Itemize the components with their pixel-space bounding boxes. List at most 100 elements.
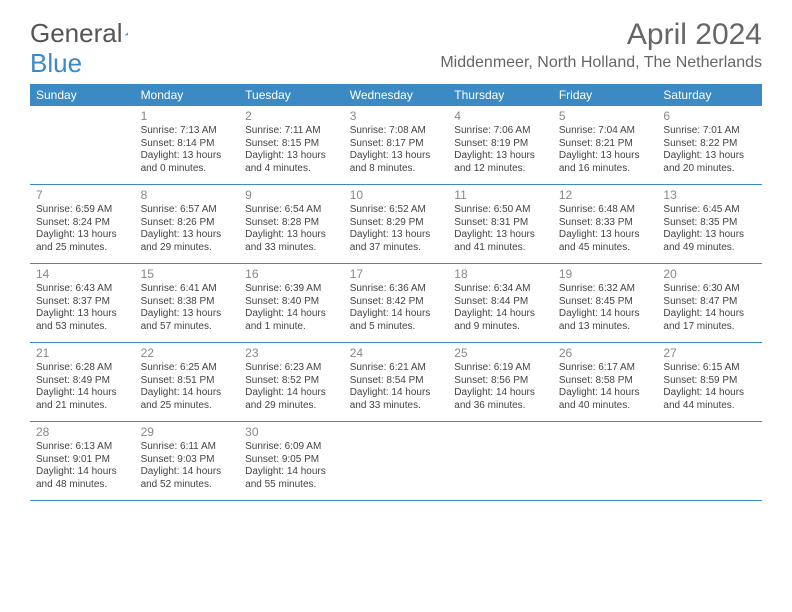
- calendar-cell: [30, 106, 135, 184]
- day-number: 22: [141, 346, 234, 360]
- calendar-cell: [553, 422, 658, 500]
- cell-daylight1: Daylight: 14 hours: [663, 387, 756, 400]
- cell-sunset: Sunset: 8:37 PM: [36, 296, 129, 309]
- cell-daylight2: and 4 minutes.: [245, 163, 338, 176]
- cell-sunrise: Sunrise: 6:25 AM: [141, 362, 234, 375]
- cell-daylight2: and 29 minutes.: [141, 242, 234, 255]
- cell-daylight1: Daylight: 13 hours: [141, 308, 234, 321]
- calendar-week: 14Sunrise: 6:43 AMSunset: 8:37 PMDayligh…: [30, 264, 762, 343]
- calendar-cell: 12Sunrise: 6:48 AMSunset: 8:33 PMDayligh…: [553, 185, 658, 263]
- cell-daylight2: and 5 minutes.: [350, 321, 443, 334]
- day-number: 17: [350, 267, 443, 281]
- cell-daylight2: and 12 minutes.: [454, 163, 547, 176]
- calendar-cell: 8Sunrise: 6:57 AMSunset: 8:26 PMDaylight…: [135, 185, 240, 263]
- cell-daylight1: Daylight: 13 hours: [350, 150, 443, 163]
- cell-sunset: Sunset: 8:29 PM: [350, 217, 443, 230]
- day-header: Sunday: [30, 84, 135, 106]
- cell-sunset: Sunset: 8:17 PM: [350, 138, 443, 151]
- calendar-week: 7Sunrise: 6:59 AMSunset: 8:24 PMDaylight…: [30, 185, 762, 264]
- cell-daylight2: and 48 minutes.: [36, 479, 129, 492]
- calendar-cell: 14Sunrise: 6:43 AMSunset: 8:37 PMDayligh…: [30, 264, 135, 342]
- cell-sunrise: Sunrise: 6:32 AM: [559, 283, 652, 296]
- cell-daylight1: Daylight: 13 hours: [245, 229, 338, 242]
- cell-sunset: Sunset: 8:47 PM: [663, 296, 756, 309]
- cell-daylight1: Daylight: 13 hours: [141, 150, 234, 163]
- cell-daylight2: and 20 minutes.: [663, 163, 756, 176]
- calendar-cell: 11Sunrise: 6:50 AMSunset: 8:31 PMDayligh…: [448, 185, 553, 263]
- cell-sunrise: Sunrise: 7:13 AM: [141, 125, 234, 138]
- cell-sunset: Sunset: 8:31 PM: [454, 217, 547, 230]
- cell-sunrise: Sunrise: 6:15 AM: [663, 362, 756, 375]
- day-number: 21: [36, 346, 129, 360]
- title-block: April 2024 Middenmeer, North Holland, Th…: [440, 18, 762, 72]
- calendar-cell: 26Sunrise: 6:17 AMSunset: 8:58 PMDayligh…: [553, 343, 658, 421]
- day-number: 27: [663, 346, 756, 360]
- cell-sunset: Sunset: 9:03 PM: [141, 454, 234, 467]
- cell-daylight2: and 49 minutes.: [663, 242, 756, 255]
- cell-daylight2: and 33 minutes.: [245, 242, 338, 255]
- cell-sunset: Sunset: 8:21 PM: [559, 138, 652, 151]
- cell-sunrise: Sunrise: 6:09 AM: [245, 441, 338, 454]
- cell-daylight1: Daylight: 13 hours: [141, 229, 234, 242]
- cell-sunrise: Sunrise: 6:34 AM: [454, 283, 547, 296]
- day-header: Monday: [135, 84, 240, 106]
- cell-sunrise: Sunrise: 7:01 AM: [663, 125, 756, 138]
- cell-sunrise: Sunrise: 7:04 AM: [559, 125, 652, 138]
- calendar-cell: [657, 422, 762, 500]
- cell-sunrise: Sunrise: 7:08 AM: [350, 125, 443, 138]
- cell-daylight2: and 0 minutes.: [141, 163, 234, 176]
- cell-daylight1: Daylight: 14 hours: [454, 387, 547, 400]
- calendar-week: 28Sunrise: 6:13 AMSunset: 9:01 PMDayligh…: [30, 422, 762, 501]
- cell-daylight2: and 8 minutes.: [350, 163, 443, 176]
- calendar-cell: 27Sunrise: 6:15 AMSunset: 8:59 PMDayligh…: [657, 343, 762, 421]
- cell-daylight2: and 45 minutes.: [559, 242, 652, 255]
- cell-sunrise: Sunrise: 6:57 AM: [141, 204, 234, 217]
- day-number: 25: [454, 346, 547, 360]
- cell-sunset: Sunset: 8:28 PM: [245, 217, 338, 230]
- cell-daylight1: Daylight: 14 hours: [350, 387, 443, 400]
- calendar-cell: 17Sunrise: 6:36 AMSunset: 8:42 PMDayligh…: [344, 264, 449, 342]
- day-number: 6: [663, 109, 756, 123]
- cell-daylight2: and 29 minutes.: [245, 400, 338, 413]
- day-number: 12: [559, 188, 652, 202]
- cell-sunset: Sunset: 8:35 PM: [663, 217, 756, 230]
- cell-sunset: Sunset: 8:58 PM: [559, 375, 652, 388]
- cell-daylight2: and 37 minutes.: [350, 242, 443, 255]
- cell-sunrise: Sunrise: 6:17 AM: [559, 362, 652, 375]
- day-number: 28: [36, 425, 129, 439]
- cell-sunset: Sunset: 8:54 PM: [350, 375, 443, 388]
- cell-sunset: Sunset: 9:05 PM: [245, 454, 338, 467]
- cell-daylight1: Daylight: 14 hours: [245, 308, 338, 321]
- calendar-cell: 3Sunrise: 7:08 AMSunset: 8:17 PMDaylight…: [344, 106, 449, 184]
- logo-sail-icon: [125, 24, 129, 44]
- cell-daylight1: Daylight: 14 hours: [245, 466, 338, 479]
- calendar-cell: [448, 422, 553, 500]
- cell-sunset: Sunset: 9:01 PM: [36, 454, 129, 467]
- cell-sunset: Sunset: 8:40 PM: [245, 296, 338, 309]
- weeks-container: 1Sunrise: 7:13 AMSunset: 8:14 PMDaylight…: [30, 106, 762, 501]
- day-number: 20: [663, 267, 756, 281]
- page-header: General April 2024 Middenmeer, North Hol…: [0, 0, 792, 76]
- day-header: Saturday: [657, 84, 762, 106]
- cell-daylight2: and 36 minutes.: [454, 400, 547, 413]
- cell-daylight2: and 1 minute.: [245, 321, 338, 334]
- calendar-cell: 16Sunrise: 6:39 AMSunset: 8:40 PMDayligh…: [239, 264, 344, 342]
- cell-sunrise: Sunrise: 6:48 AM: [559, 204, 652, 217]
- calendar-cell: 19Sunrise: 6:32 AMSunset: 8:45 PMDayligh…: [553, 264, 658, 342]
- cell-sunset: Sunset: 8:52 PM: [245, 375, 338, 388]
- day-number: 8: [141, 188, 234, 202]
- cell-sunset: Sunset: 8:14 PM: [141, 138, 234, 151]
- day-number: 4: [454, 109, 547, 123]
- calendar-cell: [344, 422, 449, 500]
- cell-sunset: Sunset: 8:33 PM: [559, 217, 652, 230]
- cell-sunset: Sunset: 8:24 PM: [36, 217, 129, 230]
- cell-sunset: Sunset: 8:22 PM: [663, 138, 756, 151]
- cell-daylight1: Daylight: 14 hours: [663, 308, 756, 321]
- cell-daylight1: Daylight: 14 hours: [559, 387, 652, 400]
- cell-daylight1: Daylight: 13 hours: [663, 229, 756, 242]
- cell-sunrise: Sunrise: 6:23 AM: [245, 362, 338, 375]
- calendar-cell: 24Sunrise: 6:21 AMSunset: 8:54 PMDayligh…: [344, 343, 449, 421]
- cell-daylight2: and 25 minutes.: [141, 400, 234, 413]
- calendar-cell: 4Sunrise: 7:06 AMSunset: 8:19 PMDaylight…: [448, 106, 553, 184]
- calendar-cell: 23Sunrise: 6:23 AMSunset: 8:52 PMDayligh…: [239, 343, 344, 421]
